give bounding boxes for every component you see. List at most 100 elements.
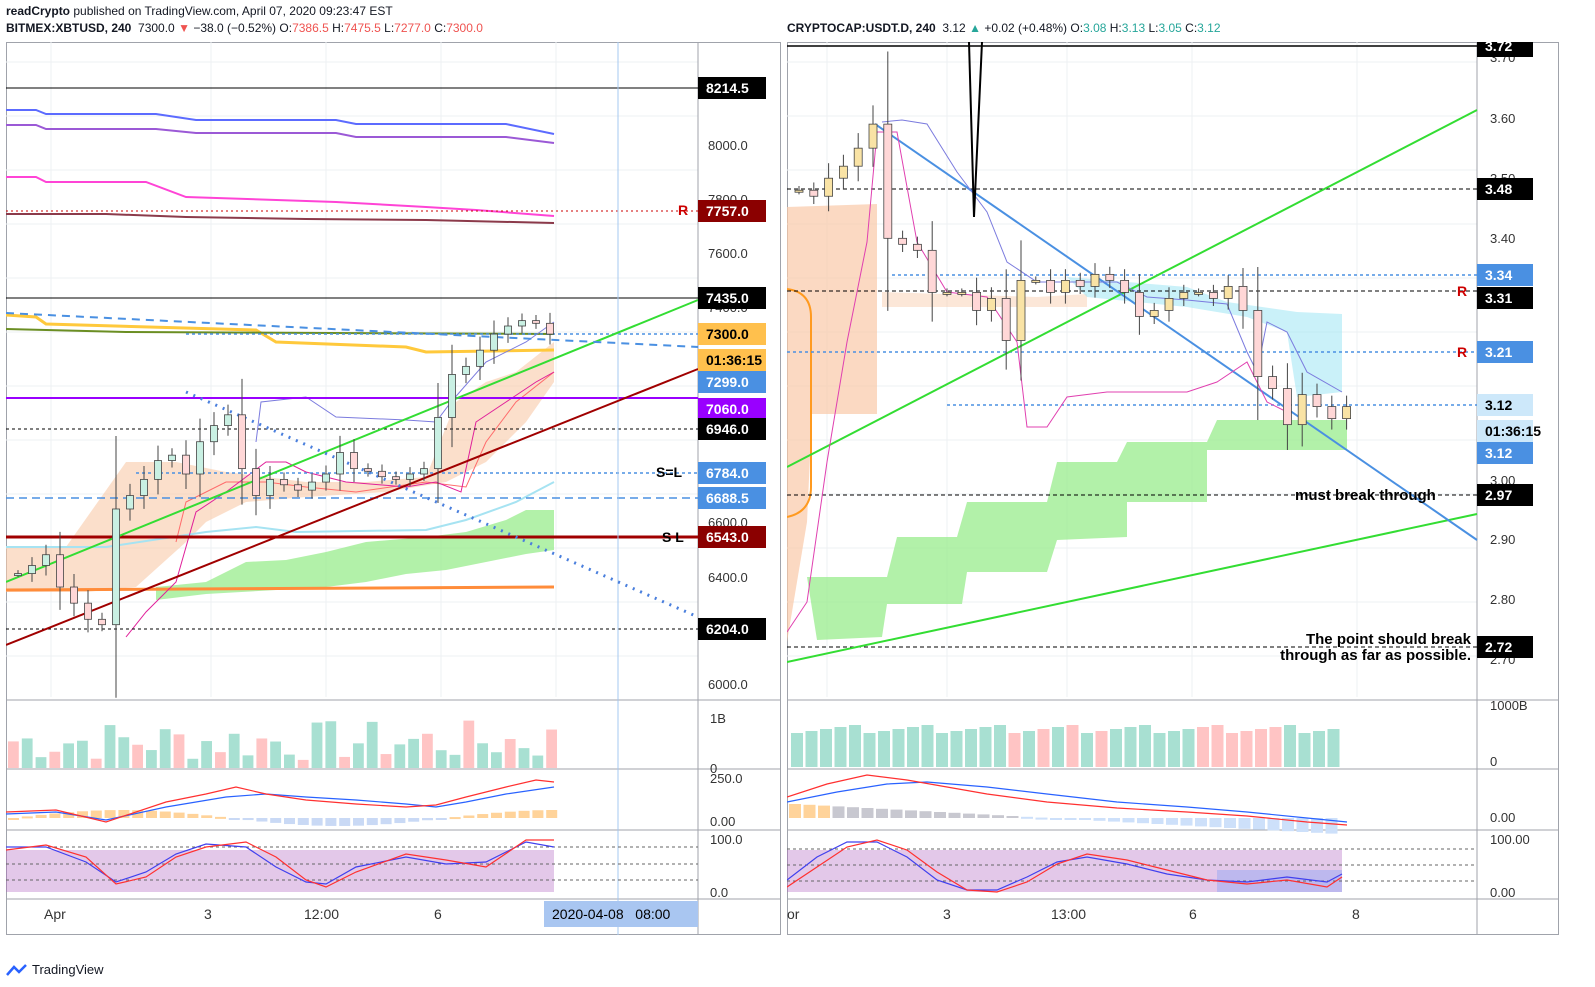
- price-badge: [698, 287, 766, 309]
- left-trend-green: [6, 299, 699, 583]
- left-macd-tick: 0.00: [710, 814, 735, 829]
- right-xtick: 6: [1189, 906, 1197, 922]
- macd-bar: [118, 810, 130, 818]
- candle-body: [532, 320, 540, 324]
- left-cursor-date-badge: [544, 901, 698, 927]
- right-signal-line: [787, 774, 1348, 826]
- price-badge-label: 8214.5: [706, 80, 749, 96]
- volume-bar: [1313, 731, 1325, 767]
- volume-bar: [1168, 731, 1180, 767]
- right-macd: [789, 804, 1338, 834]
- macd-bar: [49, 813, 61, 818]
- macd-bar: [256, 818, 268, 822]
- price-badge: [698, 371, 766, 393]
- right-volume: [791, 725, 1340, 767]
- macd-bar: [992, 815, 1004, 818]
- tradingview-footer[interactable]: TradingView: [6, 962, 104, 977]
- price-badge-label: 3.48: [1485, 181, 1512, 197]
- volume-bar: [1226, 733, 1238, 767]
- volume-bar: [173, 734, 185, 768]
- candle-body: [462, 365, 470, 375]
- right-xtick: or: [787, 906, 800, 922]
- right-annotation-must: must break through: [1295, 487, 1436, 504]
- right-candles: [794, 51, 1351, 450]
- left-candles: [14, 312, 554, 698]
- right-annotation-r2: R: [1457, 344, 1467, 360]
- left-chart[interactable]: R S=L S L 8000.0 7800.0 7600.0 7400.0 66…: [6, 42, 781, 935]
- candle-body: [392, 476, 400, 480]
- left-ma-cyan: [6, 481, 555, 548]
- macd-bar: [1253, 818, 1265, 830]
- macd-bar: [1209, 818, 1222, 828]
- price-badge: [1477, 341, 1533, 363]
- price-badge: [698, 462, 766, 484]
- right-open: 3.08: [1083, 21, 1107, 35]
- macd-bar: [861, 808, 874, 818]
- macd-bar: [1137, 818, 1149, 824]
- macd-bar: [1035, 817, 1048, 820]
- left-high: 7475.5: [344, 21, 381, 35]
- right-cyan-cloud: [1067, 277, 1342, 397]
- candle-body: [28, 565, 36, 574]
- macd-bar: [104, 810, 116, 818]
- candle-body: [927, 249, 937, 293]
- candle-body: [406, 473, 414, 480]
- macd-bar: [173, 812, 185, 818]
- right-symbol[interactable]: CRYPTOCAP:USDT.D, 240: [787, 21, 936, 35]
- left-ma-orange: [6, 585, 555, 592]
- candle-body: [1223, 285, 1233, 299]
- candle-body: [126, 495, 134, 510]
- right-rsi-band: [787, 850, 1342, 892]
- candle-body: [84, 602, 92, 620]
- macd-bar: [1093, 818, 1106, 821]
- candle-body: [794, 189, 804, 193]
- price-badge-label: 3.12: [1485, 445, 1512, 461]
- macd-bar: [21, 816, 33, 819]
- right-price-badges: 3.72 3.48 3.34 3.31 3.21 3.12 01:36:15 3.12 2.97…: [1477, 42, 1541, 658]
- author-name[interactable]: readCrypto: [6, 4, 71, 18]
- macd-bar: [1311, 818, 1323, 833]
- macd-bar: [919, 811, 932, 818]
- candle-body: [1134, 292, 1144, 317]
- volume-bar: [1124, 727, 1137, 767]
- volume-bar: [132, 744, 143, 768]
- volume-bar: [394, 744, 406, 768]
- macd-bar: [1166, 818, 1178, 825]
- macd-bar: [1325, 818, 1338, 834]
- candle-body: [1164, 298, 1174, 311]
- candle-body: [154, 460, 162, 480]
- macd-bar: [270, 818, 282, 823]
- candle-body: [448, 374, 456, 418]
- volume-bar: [256, 738, 268, 768]
- price-badge: [698, 526, 766, 548]
- right-trend-green-lower: [787, 513, 1478, 663]
- price-badge: [698, 487, 766, 509]
- candle-body: [210, 425, 218, 443]
- volume-bar: [311, 722, 323, 768]
- macd-bar: [284, 818, 295, 825]
- candle-body: [364, 468, 372, 472]
- candle-body: [883, 123, 893, 239]
- volume-bar: [979, 727, 992, 767]
- right-chart[interactable]: R R must break through The point should …: [787, 42, 1559, 935]
- left-rsi-tick: 0.0: [710, 885, 728, 900]
- left-ma-maroon: [6, 213, 555, 224]
- left-macd: [8, 810, 558, 826]
- right-low: 3.05: [1158, 21, 1182, 35]
- candle-body: [824, 177, 833, 197]
- volume-bar: [936, 733, 948, 767]
- volume-bar: [965, 729, 977, 767]
- volume-bar: [35, 757, 47, 768]
- macd-bar: [311, 818, 323, 826]
- right-ytick: 3.60: [1490, 111, 1515, 126]
- candle-body: [986, 298, 996, 311]
- price-badge: [698, 618, 766, 640]
- left-ma-olive: [6, 328, 555, 335]
- candle-body: [1268, 376, 1278, 389]
- macd-bar: [934, 812, 946, 818]
- candle-body: [1031, 279, 1041, 283]
- left-symbol[interactable]: BITMEX:XBTUSD, 240: [6, 21, 132, 35]
- left-signal-line: [6, 779, 555, 823]
- price-badge-label: 6543.0: [706, 529, 749, 545]
- price-badge: [1477, 394, 1533, 416]
